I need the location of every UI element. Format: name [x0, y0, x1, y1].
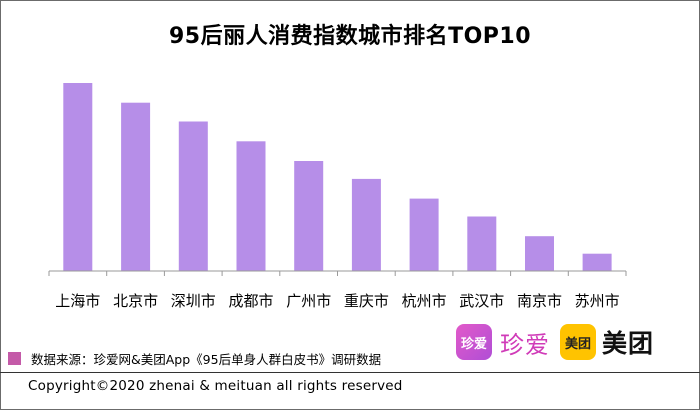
x-tick-labels: 上海市 北京市 深圳市 成都市 广州市 重庆市 杭州市 武汉市 南京市 苏州市: [55, 292, 619, 310]
bar-7: [409, 198, 439, 271]
source-legend-swatch: [8, 351, 21, 365]
data-source-note: 数据来源：珍爱网&美团App《95后单身人群白皮书》调研数据: [8, 347, 381, 369]
bar-1: [63, 83, 93, 271]
brand-logos: 珍爱 珍爱 美团 美团: [456, 322, 654, 362]
bar-10: [582, 253, 612, 271]
footer-divider: [0, 372, 700, 373]
copyright-text: Copyright©2020 zhenai & meituan all righ…: [28, 378, 403, 394]
bar-8: [467, 216, 497, 271]
bar-6: [351, 178, 381, 271]
meituan-logo-icon: 美团: [560, 324, 596, 360]
x-tick-label: 北京市: [113, 292, 158, 310]
bar-4: [236, 141, 266, 271]
bar-5: [294, 161, 324, 271]
chart-title: 95后丽人消费指数城市排名TOP10: [168, 24, 532, 49]
x-tick-label: 武汉市: [459, 292, 504, 310]
bar-9: [525, 236, 554, 271]
x-tick-label: 杭州市: [402, 292, 447, 310]
bar-2: [121, 102, 151, 271]
source-text: 数据来源：珍爱网&美团App《95后单身人群白皮书》调研数据: [31, 351, 382, 367]
meituan-logo-text: 美团: [602, 329, 655, 358]
x-tick-label: 南京市: [517, 292, 562, 310]
x-tick-label: 广州市: [286, 292, 331, 310]
x-tick-label: 苏州市: [575, 292, 620, 310]
bar-3: [178, 121, 208, 271]
bar-chart: 上海市 北京市 深圳市 成都市 广州市 重庆市 杭州市 武汉市 南京市 苏州市: [48, 83, 627, 310]
x-tick-label: 深圳市: [171, 292, 216, 310]
bars-group: [63, 83, 612, 271]
zhenai-logo-icon: 珍爱: [456, 324, 492, 360]
x-ticks-group: [48, 271, 627, 276]
x-tick-label: 上海市: [55, 292, 100, 310]
x-tick-label: 重庆市: [344, 292, 389, 310]
zhenai-logo-text: 珍爱: [500, 330, 550, 359]
x-tick-label: 成都市: [228, 292, 273, 310]
